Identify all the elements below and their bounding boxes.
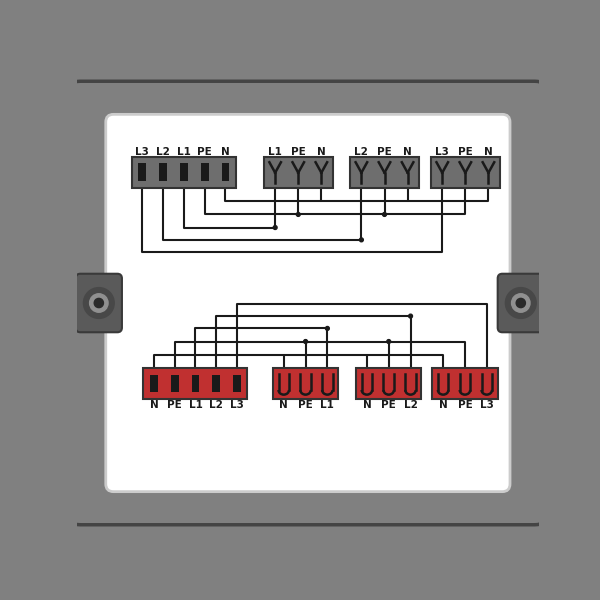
Bar xyxy=(212,374,220,392)
Bar xyxy=(139,163,146,181)
Circle shape xyxy=(304,340,308,343)
Text: L2: L2 xyxy=(209,400,223,410)
Text: L1: L1 xyxy=(177,147,191,157)
Circle shape xyxy=(387,340,391,343)
Text: L3: L3 xyxy=(480,400,494,410)
Text: PE: PE xyxy=(167,400,182,410)
Text: L1: L1 xyxy=(268,147,282,157)
FancyBboxPatch shape xyxy=(497,274,544,332)
Bar xyxy=(273,368,338,399)
Bar xyxy=(159,163,167,181)
Text: PE: PE xyxy=(458,400,472,410)
Circle shape xyxy=(383,212,386,217)
Text: PE: PE xyxy=(382,400,396,410)
Text: PE: PE xyxy=(458,147,473,157)
FancyBboxPatch shape xyxy=(67,81,548,525)
FancyBboxPatch shape xyxy=(106,115,510,491)
Circle shape xyxy=(296,212,300,217)
Bar xyxy=(350,157,419,187)
Bar xyxy=(233,374,241,392)
Circle shape xyxy=(83,287,114,319)
Text: N: N xyxy=(403,147,412,157)
Text: L3: L3 xyxy=(230,400,244,410)
Circle shape xyxy=(409,314,412,318)
Circle shape xyxy=(273,226,277,229)
Bar xyxy=(132,157,236,187)
Text: L3: L3 xyxy=(136,147,149,157)
Text: L1: L1 xyxy=(188,400,202,410)
Text: L2: L2 xyxy=(156,147,170,157)
Circle shape xyxy=(94,298,103,308)
Text: N: N xyxy=(280,400,288,410)
Text: PE: PE xyxy=(298,400,313,410)
Text: L2: L2 xyxy=(404,400,418,410)
Bar xyxy=(171,374,179,392)
Bar xyxy=(356,368,421,399)
Bar xyxy=(150,374,158,392)
Text: PE: PE xyxy=(197,147,212,157)
Bar xyxy=(221,163,229,181)
Circle shape xyxy=(325,326,329,331)
Circle shape xyxy=(512,294,530,312)
Text: N: N xyxy=(317,147,326,157)
Text: L2: L2 xyxy=(355,147,368,157)
Text: N: N xyxy=(362,400,371,410)
Text: L1: L1 xyxy=(320,400,334,410)
Circle shape xyxy=(516,298,526,308)
Circle shape xyxy=(505,287,536,319)
Bar xyxy=(201,163,209,181)
Bar xyxy=(143,368,247,399)
Bar xyxy=(431,157,500,187)
FancyBboxPatch shape xyxy=(76,274,122,332)
Text: L3: L3 xyxy=(436,147,449,157)
Bar xyxy=(191,374,199,392)
Text: PE: PE xyxy=(291,147,305,157)
Bar xyxy=(432,368,497,399)
Bar xyxy=(263,157,333,187)
Text: N: N xyxy=(221,147,230,157)
Circle shape xyxy=(89,294,108,312)
Text: PE: PE xyxy=(377,147,392,157)
Text: N: N xyxy=(439,400,448,410)
Circle shape xyxy=(359,238,364,242)
Text: N: N xyxy=(149,400,158,410)
Bar xyxy=(180,163,188,181)
Text: N: N xyxy=(484,147,493,157)
